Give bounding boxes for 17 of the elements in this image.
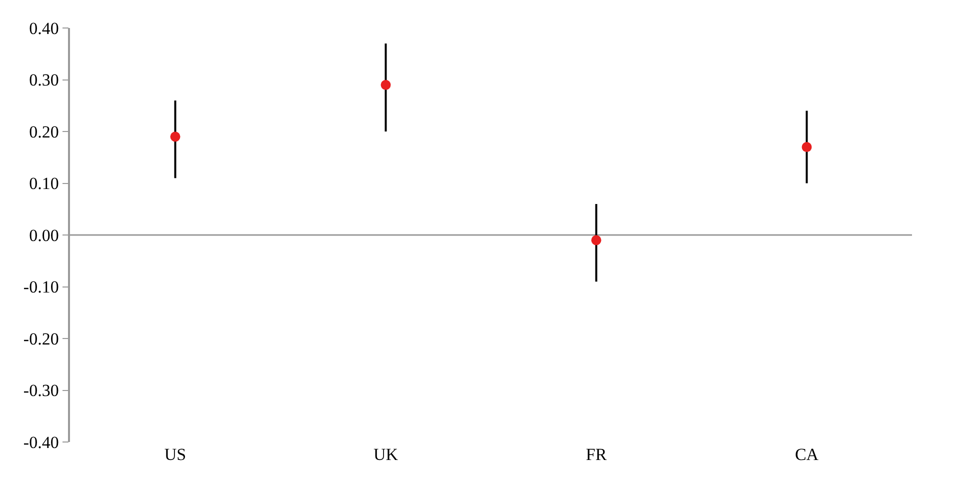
y-tick-label: 0.10 <box>29 174 59 194</box>
x-tick-label: FR <box>586 445 608 464</box>
point <box>591 235 602 246</box>
y-tick-label: 0.20 <box>29 122 59 142</box>
y-tick-label: -0.40 <box>23 432 59 452</box>
y-tick-label: 0.30 <box>29 70 59 90</box>
y-tick-label: 0.00 <box>29 226 59 245</box>
point <box>170 132 180 142</box>
point <box>802 142 812 152</box>
y-tick-label: -0.30 <box>23 381 59 400</box>
x-tick-label: CA <box>794 445 820 464</box>
y-tick-label: -0.20 <box>23 329 59 348</box>
point <box>380 80 391 90</box>
x-tick-label: UK <box>373 445 399 464</box>
y-tick-label: 0.40 <box>29 18 59 38</box>
x-tick-label: US <box>164 445 186 464</box>
y-tick-label: -0.10 <box>23 278 59 297</box>
